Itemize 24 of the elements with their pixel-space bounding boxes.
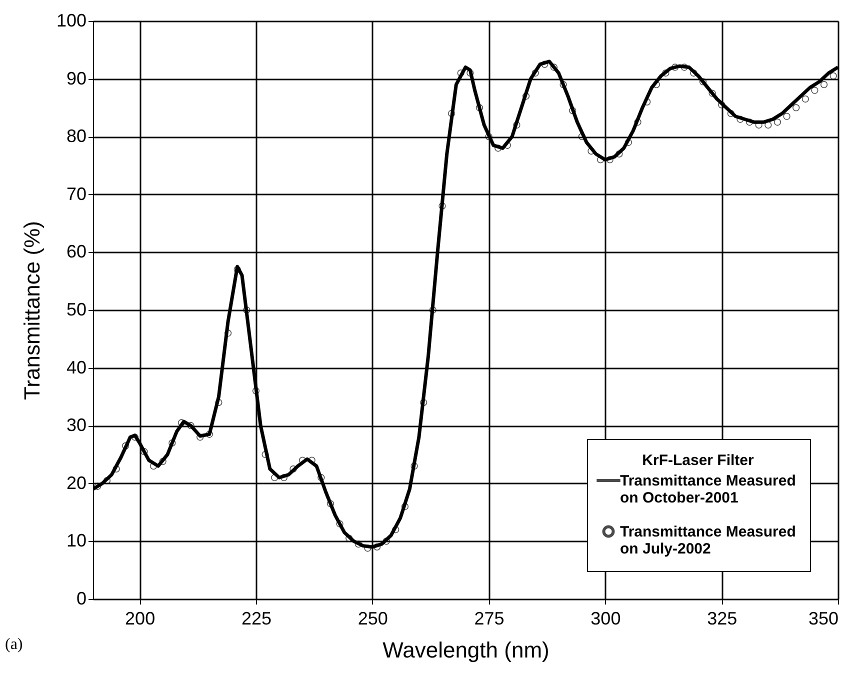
x-tick-label: 250 bbox=[358, 608, 388, 628]
x-tick-label: 325 bbox=[707, 608, 738, 628]
y-tick-label: 20 bbox=[66, 472, 86, 493]
y-tick-label: 70 bbox=[66, 184, 86, 204]
y-axis-title: Transmittance (%) bbox=[19, 221, 44, 400]
text: (a) bbox=[5, 636, 23, 653]
y-tick-label: 60 bbox=[66, 242, 86, 262]
x-tick-label: 275 bbox=[474, 608, 504, 628]
x-tick-label: 350 bbox=[808, 608, 838, 628]
x-axis-title: Wavelength (nm) bbox=[382, 638, 550, 662]
y-tick-label: 100 bbox=[56, 10, 86, 30]
legend-title: KrF-Laser Filter bbox=[642, 452, 754, 469]
y-tick-label: 90 bbox=[66, 68, 86, 88]
x-tick-label: 200 bbox=[125, 608, 156, 628]
y-tick-label: 10 bbox=[66, 530, 86, 551]
y-tick-label: 0 bbox=[76, 588, 86, 608]
legend-label: Transmittance Measured on October-2001 bbox=[620, 472, 796, 506]
x-tick-label: 225 bbox=[241, 608, 272, 628]
y-tick-label: 80 bbox=[66, 126, 86, 146]
y-tick-label: 40 bbox=[66, 357, 86, 378]
y-tick-label: 50 bbox=[66, 300, 86, 320]
y-tick-label: 30 bbox=[66, 415, 86, 436]
x-tick-label: 300 bbox=[590, 608, 621, 628]
legend-label: Transmittance Measured on July-2002 bbox=[620, 524, 796, 558]
